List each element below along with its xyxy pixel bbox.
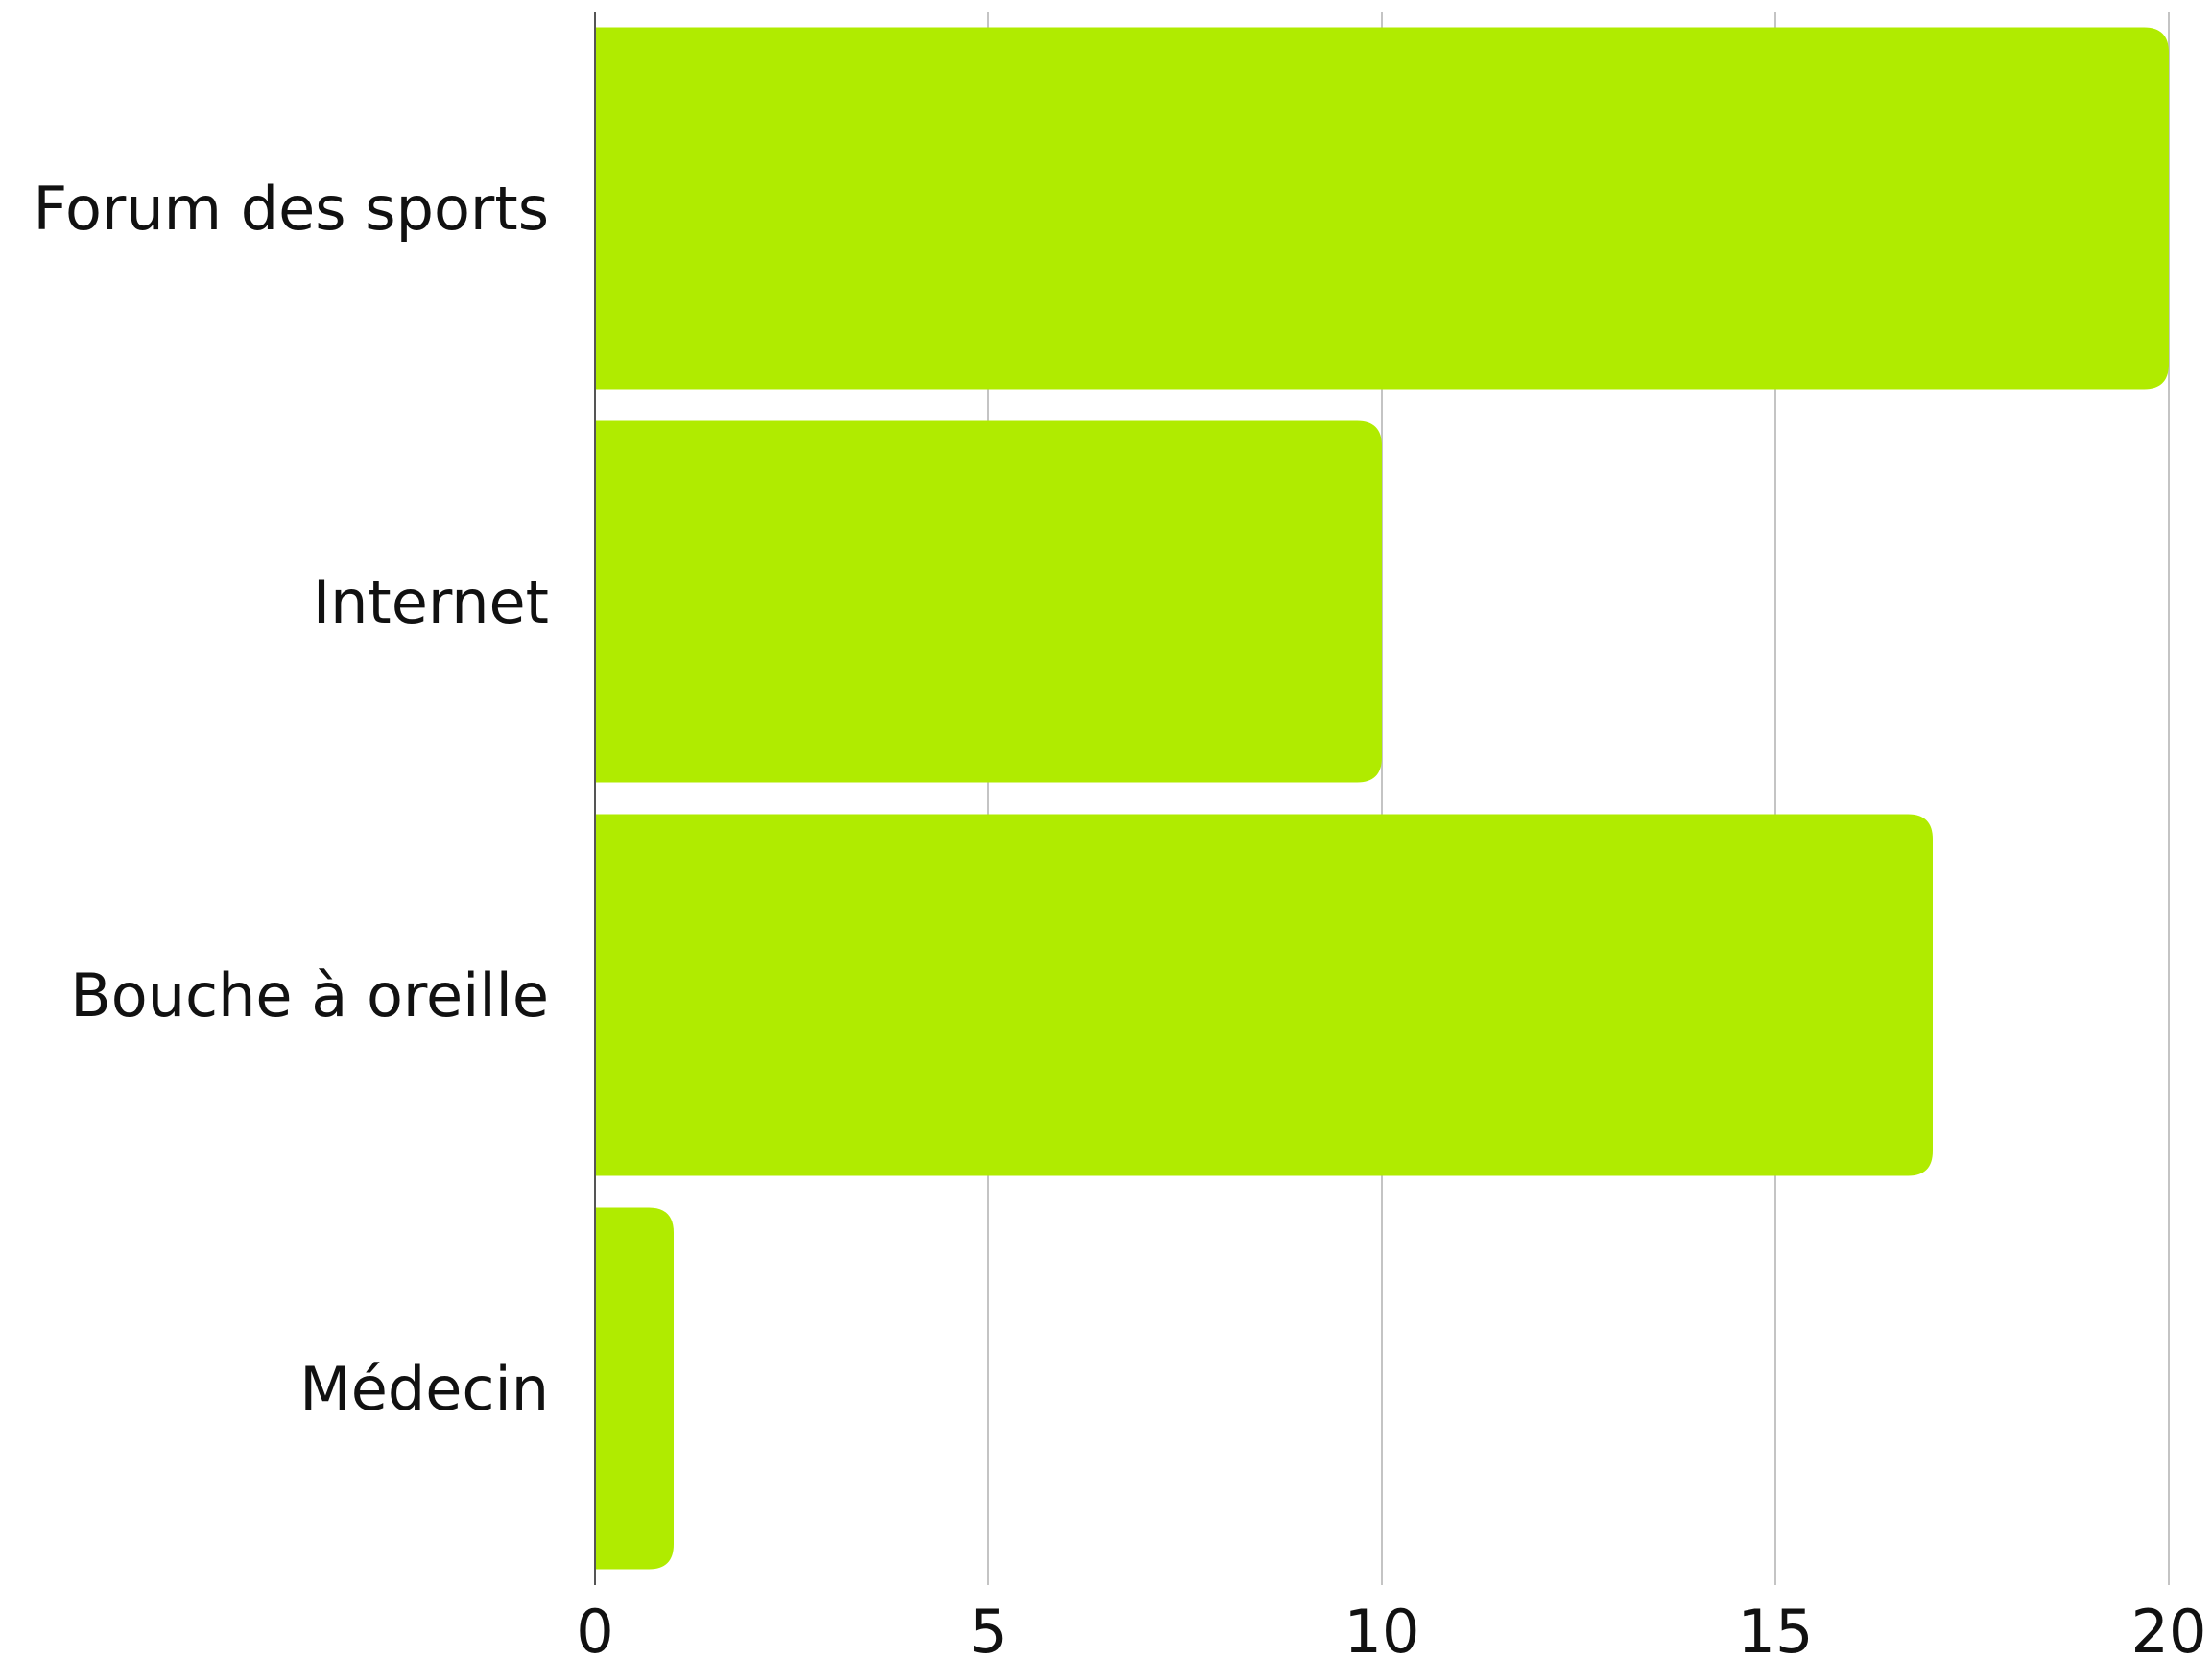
bar-0 [595, 27, 2169, 390]
x-tick-label: 10 [1344, 1597, 1420, 1659]
bar-3 [595, 1207, 674, 1570]
category-label: Bouche à oreille [70, 960, 549, 1031]
x-tick-labels: 0 5 10 15 20 [576, 1597, 2206, 1659]
category-label: Internet [313, 567, 549, 637]
category-label: Forum des sports [34, 174, 549, 244]
x-tick-label: 0 [576, 1597, 613, 1659]
bar-1 [595, 420, 1382, 783]
bars [595, 27, 2169, 1570]
category-labels: Forum des sports Internet Bouche à oreille… [34, 174, 549, 1424]
x-tick-label: 20 [2131, 1597, 2207, 1659]
category-label: Médecin [299, 1354, 549, 1424]
x-tick-label: 15 [1738, 1597, 1814, 1659]
x-tick-label: 5 [969, 1597, 1007, 1659]
bar-2 [595, 814, 1933, 1176]
